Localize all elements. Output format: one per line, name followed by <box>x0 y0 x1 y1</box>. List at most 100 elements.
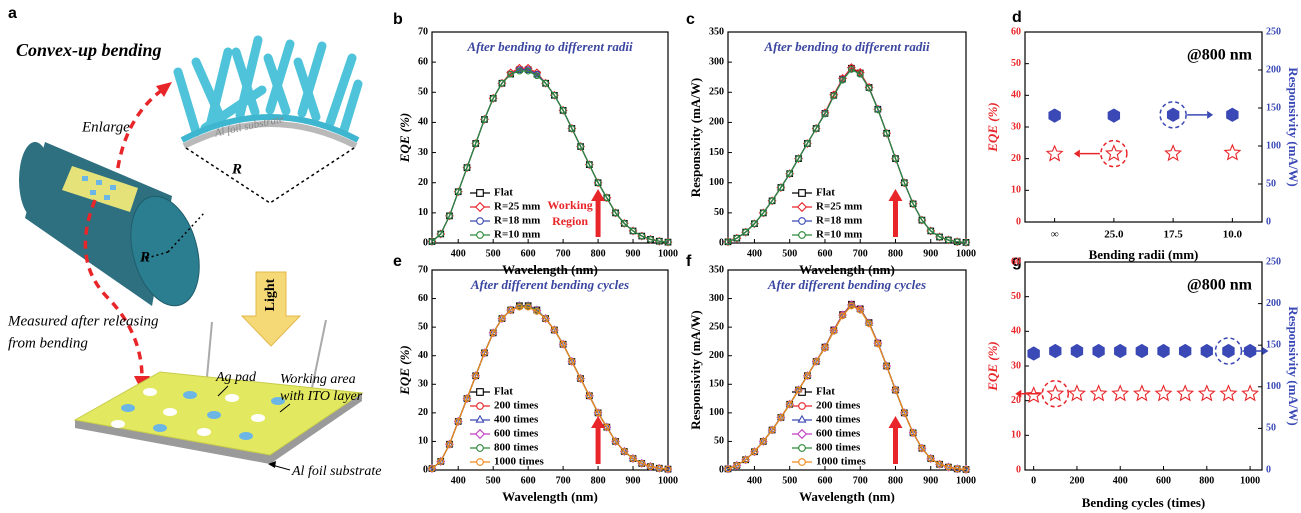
marker <box>750 447 759 455</box>
y-tick-label: 50 <box>1011 58 1021 69</box>
marker <box>594 408 603 416</box>
marker <box>830 92 838 100</box>
x-tick-label: 400 <box>747 248 762 259</box>
y-tick-label: 0 <box>719 237 724 248</box>
marker <box>777 414 785 421</box>
legend-marker <box>474 201 486 213</box>
marker <box>936 461 943 468</box>
marker <box>576 373 585 381</box>
series-line <box>727 68 967 243</box>
marker <box>768 197 776 205</box>
pointer <box>217 385 229 397</box>
marker <box>795 386 802 394</box>
marker <box>900 409 908 417</box>
marker <box>437 230 445 238</box>
marker <box>786 170 794 177</box>
x-tick-label: 500 <box>486 248 501 259</box>
x-tick-label: 600 <box>1156 475 1171 486</box>
legend-label: R=25 mm <box>494 201 540 213</box>
legend-marker <box>475 414 485 423</box>
panel-letter: f <box>686 253 692 270</box>
marker <box>655 237 663 245</box>
marker <box>953 465 961 473</box>
annotation-arrow <box>888 189 903 237</box>
cylinder-cap <box>130 195 200 307</box>
y-axis-label: EQE (%) <box>985 102 1000 152</box>
legend-marker <box>798 402 806 410</box>
legend-label: 800 times <box>816 442 861 454</box>
series-line <box>431 305 669 470</box>
marker <box>865 320 873 327</box>
x-tick-label: 400 <box>451 475 466 486</box>
y-tick-label: 0 <box>423 237 428 248</box>
marker <box>945 236 952 244</box>
marker <box>874 106 882 114</box>
marker <box>516 303 523 311</box>
marker <box>533 308 541 315</box>
series-line <box>431 70 669 243</box>
y-tick-label: 50 <box>418 321 428 332</box>
marker <box>1157 343 1170 359</box>
y2-tick-label: 250 <box>1266 26 1281 37</box>
marker <box>1024 386 1043 404</box>
legend-label: 200 times <box>816 400 861 412</box>
legend-marker <box>797 414 807 423</box>
y-tick-label: 50 <box>418 87 428 98</box>
enlarge-arrow <box>114 88 164 183</box>
annotation-arrow <box>591 189 606 237</box>
marker <box>768 425 777 433</box>
marker <box>909 429 917 437</box>
y-tick-label: 250 <box>709 321 724 332</box>
panel-letter: e <box>393 253 402 270</box>
x-axis-label: Bending cycles (times) <box>1082 495 1205 510</box>
y-tick-label: 30 <box>418 379 428 390</box>
marker <box>786 401 794 408</box>
legend-marker <box>476 458 484 466</box>
marker <box>962 464 970 472</box>
marker <box>839 76 846 84</box>
marker <box>489 328 498 336</box>
cylinder-body <box>25 142 172 306</box>
marker <box>917 443 926 451</box>
y-tick-label: 10 <box>1011 185 1021 196</box>
legend-label: R=25 mm <box>816 201 862 213</box>
y-tick-label: 60 <box>418 56 428 67</box>
y2-tick-label: 200 <box>1266 298 1281 309</box>
subtitle: After different bending cycles <box>470 277 629 292</box>
marker <box>516 67 523 75</box>
marker <box>812 358 820 365</box>
y-tick-label: 100 <box>709 407 724 418</box>
pointer <box>279 403 291 413</box>
nanorod-illustration <box>173 35 363 137</box>
marker <box>603 194 611 202</box>
panel-letter: c <box>686 11 695 28</box>
x-tick-label: 1000 <box>956 475 976 486</box>
panel-letter: b <box>393 11 403 28</box>
y-tick-label: 40 <box>1011 326 1021 337</box>
legend-label: 400 times <box>816 414 861 426</box>
x-tick-label: 900 <box>923 475 938 486</box>
marker <box>568 358 576 365</box>
x-tick-label: 500 <box>782 475 797 486</box>
y-tick-label: 70 <box>418 264 428 275</box>
y-tick-label: 40 <box>1011 90 1021 101</box>
y-tick-label: 20 <box>418 177 428 188</box>
marker <box>603 423 611 431</box>
marker <box>463 164 471 171</box>
marker <box>585 392 593 399</box>
legend-label: Flat <box>494 187 513 199</box>
x-axis-label: Wavelength (nm) <box>799 489 895 504</box>
marker <box>445 439 454 447</box>
marker <box>882 361 891 369</box>
subtitle: After bending to different radii <box>466 39 633 54</box>
axis-pointer-head <box>1207 110 1214 119</box>
annotation-arrow <box>591 416 606 464</box>
x-tick-label: 25.0 <box>1104 229 1124 241</box>
release-arrow <box>83 199 144 379</box>
marker <box>1104 144 1123 162</box>
y2-tick-label: 0 <box>1266 216 1271 227</box>
marker <box>848 302 855 310</box>
arc-substrate <box>182 121 358 149</box>
device-patch <box>62 166 138 212</box>
x-axis-label: Wavelength (nm) <box>502 489 598 504</box>
